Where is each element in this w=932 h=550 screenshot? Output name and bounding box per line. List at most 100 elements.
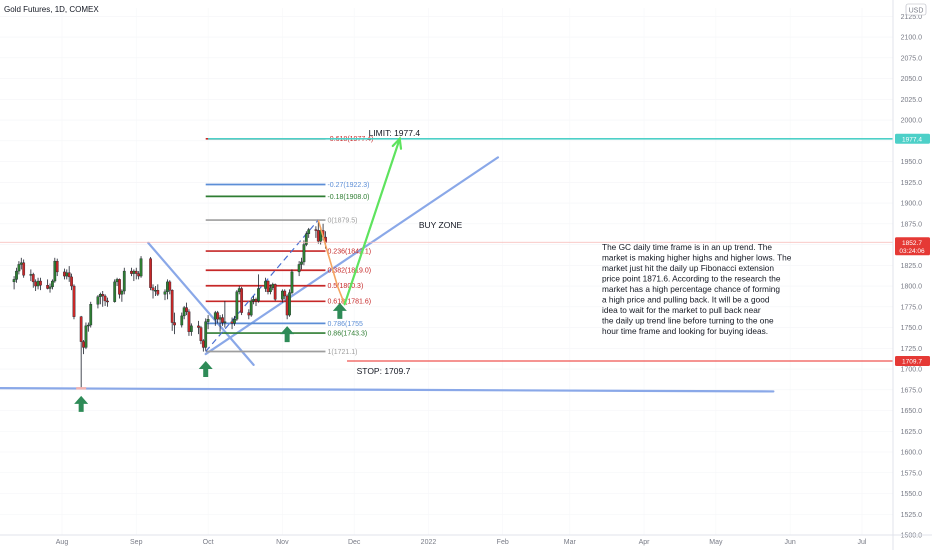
candle-body <box>103 295 107 302</box>
x-tick-label: Jul <box>858 539 867 546</box>
stop-label: STOP: 1709.7 <box>357 366 411 376</box>
retracement-path <box>317 219 346 305</box>
candle-body <box>72 285 76 317</box>
note-line: The GC daily time frame is in an up tren… <box>602 242 772 252</box>
candle-body <box>218 317 222 320</box>
candle-body <box>264 280 267 289</box>
candle-body <box>223 321 227 323</box>
x-tick-label: Jun <box>784 539 795 546</box>
annotations[interactable] <box>0 136 893 412</box>
candle-body <box>199 327 203 341</box>
candle-body <box>19 262 23 265</box>
rising-trendline <box>204 156 500 356</box>
stop-price-tag-text: 1709.7 <box>902 358 922 365</box>
candle-body <box>290 271 294 293</box>
candle-body <box>55 260 59 273</box>
candle-body <box>82 341 85 348</box>
up-arrow-icon <box>198 361 213 378</box>
candle-body <box>154 289 157 292</box>
candle-body <box>230 321 234 324</box>
current-price-text: 1852.7 <box>902 240 922 247</box>
countdown-text: 03:24:06 <box>899 248 925 255</box>
symbol-title: Gold Futures, 1D, COMEX <box>4 5 99 14</box>
candle-body <box>271 284 275 288</box>
candles <box>12 221 327 390</box>
low-marker <box>76 387 87 390</box>
candle-body <box>173 322 176 326</box>
y-tick-label: 1750.0 <box>901 325 923 332</box>
candle-body <box>216 312 220 320</box>
buy-zone-label: BUY ZONE <box>419 220 463 230</box>
candle-body <box>79 316 83 342</box>
fib-level-label: 0.382(1819.0) <box>327 268 371 275</box>
x-tick-label: Feb <box>497 539 509 546</box>
candle-body <box>257 288 260 302</box>
y-tick-label: 1625.0 <box>901 429 923 436</box>
candle-body <box>170 289 174 323</box>
candle-body <box>300 261 303 265</box>
note-line: hour time frame and looking for buying i… <box>602 326 768 336</box>
limit-price-tag: 1977.4 <box>895 133 930 144</box>
y-tick-label: 1825.0 <box>901 263 923 270</box>
candle-body <box>130 270 133 274</box>
candle-body <box>237 288 241 293</box>
candle-body <box>113 281 117 302</box>
candle-body <box>182 307 186 317</box>
candle-body <box>36 280 40 287</box>
candle-body <box>273 284 277 300</box>
candle-body <box>53 260 57 282</box>
candle-body <box>15 270 18 280</box>
y-tick-label: 2100.0 <box>901 35 923 42</box>
fib-level-label: -0.618(1977.4) <box>327 136 373 143</box>
candle-body <box>22 262 26 276</box>
x-tick-label: Oct <box>203 539 214 546</box>
candle-body <box>266 280 270 293</box>
limit-price-tag-text: 1977.4 <box>902 136 922 143</box>
candle-body <box>139 258 143 277</box>
candle-body <box>70 276 73 287</box>
y-tick-label: 2125.0 <box>901 14 923 21</box>
fib-level-label: 0.5(1800.3) <box>327 283 363 290</box>
falling-trendline <box>147 241 255 366</box>
y-tick-label: 1725.0 <box>901 346 923 353</box>
y-tick-label: 1700.0 <box>901 367 923 374</box>
trendlines[interactable] <box>0 156 775 393</box>
y-tick-label: 1575.0 <box>901 470 923 477</box>
candle-body <box>12 279 16 283</box>
up-arrow-icon <box>74 395 89 412</box>
fib-level-label: 0.786(1755 <box>327 321 363 328</box>
y-tick-label: 1900.0 <box>901 201 923 208</box>
candle-body <box>106 300 109 303</box>
y-tick-label: 2075.0 <box>901 55 923 62</box>
candle-body <box>269 287 272 293</box>
note-line: market has a high percentage chance of f… <box>602 284 780 294</box>
candle-body <box>252 299 255 302</box>
candle-body <box>39 280 42 286</box>
candle-body <box>189 325 193 332</box>
candle-body <box>280 290 284 300</box>
time-axis[interactable]: Aug Sep Oct Nov Dec 2022 Feb Mar Apr May Jun Jul <box>0 534 932 546</box>
note-line: a high price and pulling back. It will b… <box>602 295 770 305</box>
x-tick-label: Apr <box>639 539 651 546</box>
note-line: the daily up trend line before turning t… <box>602 316 774 326</box>
stop-price-tag-box <box>895 355 930 366</box>
candle-body <box>31 274 35 283</box>
candle-body <box>98 294 102 297</box>
currency-badge[interactable]: USD <box>905 3 927 16</box>
candle-body <box>122 270 126 292</box>
fib-level-label: 1(1721.1) <box>327 349 357 356</box>
current-price-tag-box <box>895 237 930 256</box>
candle-body <box>48 286 52 289</box>
price-axis[interactable]: 1500.0 1525.0 1550.0 1575.0 1600.0 1625.0 1650… <box>892 0 923 550</box>
fib-level-label: -0.27(1922.3) <box>327 182 369 189</box>
candle-body <box>314 229 318 231</box>
candle-body <box>233 319 236 324</box>
candle-body <box>65 272 69 277</box>
candle-body <box>156 289 160 295</box>
candle-body <box>288 292 291 316</box>
candle-body <box>297 264 301 273</box>
y-tick-label: 1600.0 <box>901 450 923 457</box>
candle-body <box>283 290 287 297</box>
